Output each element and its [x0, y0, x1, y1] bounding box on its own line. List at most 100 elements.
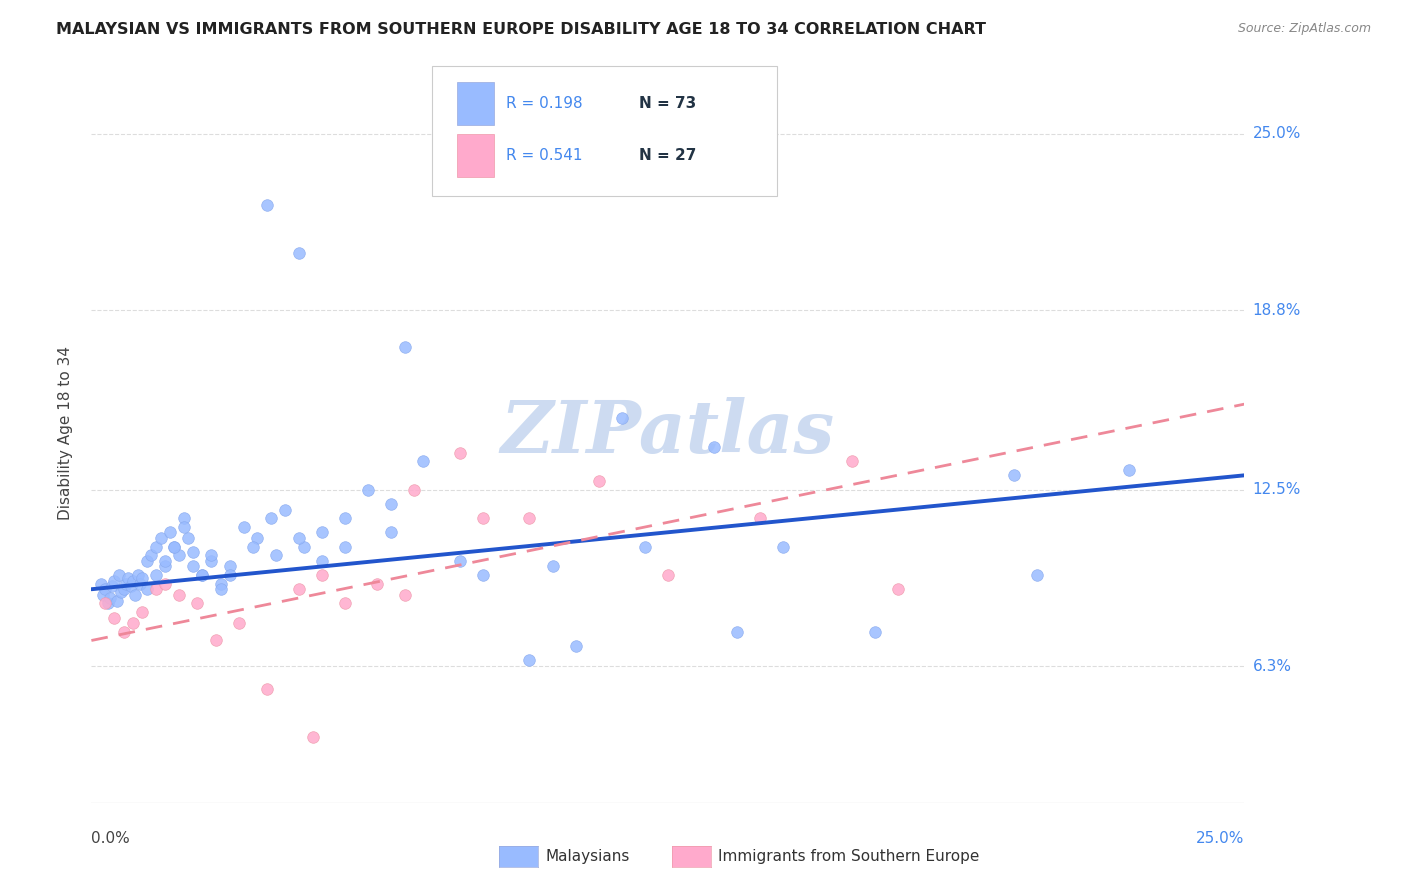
- Text: Source: ZipAtlas.com: Source: ZipAtlas.com: [1237, 22, 1371, 36]
- Point: [256, 198, 278, 212]
- Text: Malaysians: Malaysians: [546, 849, 630, 863]
- Point: [725, 624, 748, 639]
- Point: [610, 411, 633, 425]
- Point: [122, 574, 145, 588]
- Point: [209, 582, 232, 597]
- Point: [163, 540, 186, 554]
- Point: [200, 554, 222, 568]
- Point: [472, 511, 495, 525]
- Point: [117, 571, 139, 585]
- Point: [112, 582, 135, 597]
- Point: [200, 548, 222, 562]
- Point: [173, 519, 195, 533]
- Point: [588, 474, 610, 488]
- Point: [865, 624, 887, 639]
- Text: ZIPatlas: ZIPatlas: [501, 397, 835, 468]
- Point: [311, 568, 333, 582]
- Point: [218, 559, 240, 574]
- Point: [404, 483, 426, 497]
- Point: [108, 568, 131, 582]
- Point: [153, 576, 176, 591]
- FancyBboxPatch shape: [432, 66, 778, 195]
- Text: N = 27: N = 27: [638, 148, 696, 163]
- Text: Immigrants from Southern Europe: Immigrants from Southern Europe: [718, 849, 980, 863]
- Point: [141, 548, 163, 562]
- Point: [301, 731, 323, 745]
- Text: R = 0.198: R = 0.198: [506, 96, 583, 112]
- Point: [232, 519, 254, 533]
- Point: [186, 597, 208, 611]
- Point: [256, 681, 278, 696]
- Point: [112, 624, 135, 639]
- Point: [128, 576, 150, 591]
- Point: [153, 554, 176, 568]
- Point: [127, 568, 149, 582]
- Point: [657, 568, 679, 582]
- Point: [115, 576, 138, 591]
- Point: [703, 440, 725, 454]
- Point: [205, 633, 228, 648]
- Point: [191, 568, 214, 582]
- Point: [394, 340, 416, 354]
- Point: [841, 454, 863, 468]
- Point: [131, 571, 153, 585]
- Point: [181, 559, 204, 574]
- Point: [153, 559, 176, 574]
- Point: [149, 531, 172, 545]
- Point: [159, 525, 181, 540]
- Point: [772, 540, 794, 554]
- Point: [167, 588, 190, 602]
- Text: N = 73: N = 73: [638, 96, 696, 112]
- Point: [749, 511, 772, 525]
- Point: [366, 576, 388, 591]
- Point: [449, 445, 471, 459]
- Point: [209, 576, 232, 591]
- Point: [145, 582, 167, 597]
- Point: [101, 579, 124, 593]
- Point: [94, 597, 117, 611]
- Point: [103, 574, 125, 588]
- FancyBboxPatch shape: [457, 135, 494, 178]
- Point: [94, 582, 117, 597]
- Point: [472, 568, 495, 582]
- Point: [145, 568, 167, 582]
- Text: 25.0%: 25.0%: [1253, 126, 1301, 141]
- Point: [274, 502, 297, 516]
- Point: [394, 588, 416, 602]
- Point: [145, 540, 167, 554]
- Point: [120, 579, 142, 593]
- Point: [167, 548, 190, 562]
- Point: [333, 540, 356, 554]
- Point: [412, 454, 434, 468]
- Point: [110, 585, 132, 599]
- Point: [181, 545, 204, 559]
- Point: [131, 605, 153, 619]
- Point: [264, 548, 287, 562]
- Text: MALAYSIAN VS IMMIGRANTS FROM SOUTHERN EUROPE DISABILITY AGE 18 TO 34 CORRELATION: MALAYSIAN VS IMMIGRANTS FROM SOUTHERN EU…: [56, 22, 986, 37]
- Point: [173, 511, 195, 525]
- Point: [105, 593, 128, 607]
- Point: [541, 559, 564, 574]
- Point: [1025, 568, 1047, 582]
- Point: [887, 582, 910, 597]
- Text: 25.0%: 25.0%: [1197, 830, 1244, 846]
- Point: [634, 540, 657, 554]
- Point: [163, 540, 186, 554]
- Point: [135, 582, 157, 597]
- Point: [519, 511, 541, 525]
- Point: [288, 582, 311, 597]
- Point: [380, 497, 402, 511]
- Point: [246, 531, 269, 545]
- Point: [98, 591, 121, 605]
- Point: [90, 576, 112, 591]
- Point: [288, 246, 311, 260]
- Point: [288, 531, 311, 545]
- Point: [135, 554, 157, 568]
- Text: 18.8%: 18.8%: [1253, 302, 1301, 318]
- Text: 6.3%: 6.3%: [1253, 658, 1292, 673]
- Point: [96, 597, 118, 611]
- Point: [91, 588, 114, 602]
- Point: [449, 554, 471, 568]
- Y-axis label: Disability Age 18 to 34: Disability Age 18 to 34: [58, 345, 73, 520]
- Point: [1118, 463, 1140, 477]
